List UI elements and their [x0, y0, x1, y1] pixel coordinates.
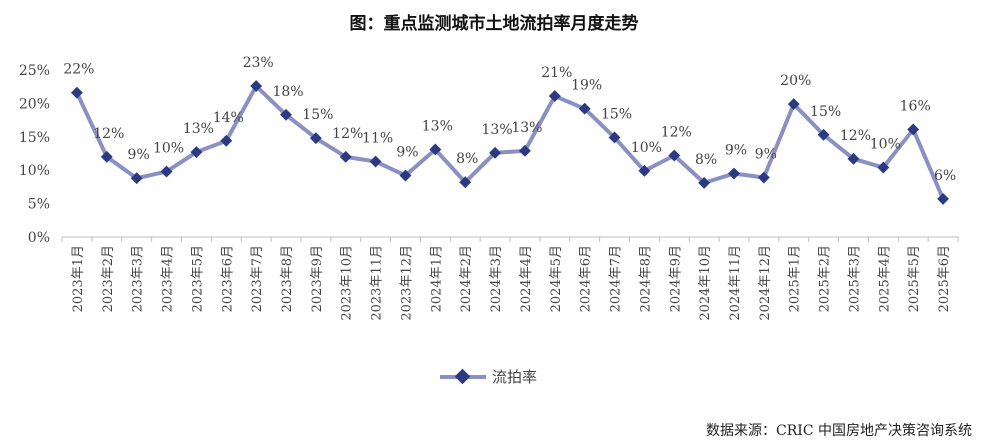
data-label: 20%: [780, 73, 811, 89]
series-line-path: [75, 84, 945, 200]
data-label: 6%: [934, 168, 956, 184]
x-tick-label: 2024年12月: [758, 245, 773, 321]
data-label: 13%: [183, 121, 214, 137]
x-tick-label: 2023年12月: [399, 245, 414, 321]
x-tick-label: 2023年1月: [71, 245, 86, 312]
data-label: 13%: [482, 122, 513, 138]
x-tick-label: 2023年10月: [340, 245, 355, 321]
data-label: 8%: [695, 152, 717, 168]
legend-swatch-icon: [440, 368, 486, 384]
data-point: [250, 80, 263, 92]
data-label: 13%: [511, 120, 542, 136]
data-label: 10%: [631, 140, 662, 156]
data-label: 12%: [661, 125, 692, 141]
y-tick-label: 20%: [19, 96, 50, 112]
x-tick-label: 2025年4月: [877, 245, 892, 312]
data-point: [638, 164, 651, 177]
data-point: [190, 146, 203, 159]
data-label: 10%: [870, 137, 901, 153]
legend-label: 流拍率: [492, 368, 538, 386]
data-label: 18%: [272, 84, 303, 100]
x-tick-label: 2025年6月: [937, 245, 952, 312]
data-point: [728, 167, 740, 180]
data-label: 23%: [243, 55, 274, 71]
x-tick-label: 2024年11月: [728, 245, 743, 321]
y-tick-label: 15%: [19, 130, 50, 146]
y-tick-label: 25%: [19, 63, 50, 79]
data-point: [698, 176, 711, 189]
data-point: [757, 171, 770, 184]
source-note: 数据来源：CRIC 中国房地产决策咨询系统: [706, 423, 972, 439]
x-tick-label: 2025年2月: [818, 245, 833, 312]
x-axis: 2023年1月 2023年2月 2023年3月 2023年4月 2023年5月 2023年…: [61, 236, 959, 321]
x-tick-label: 2024年3月: [489, 245, 504, 312]
data-label: 21%: [541, 65, 572, 81]
data-label: 12%: [93, 126, 124, 142]
data-label: 15%: [601, 106, 632, 122]
x-tick-label: 2024年2月: [459, 245, 474, 312]
x-tick-label: 2023年3月: [131, 245, 146, 312]
y-tick-label: 0%: [28, 230, 50, 246]
data-label: 14%: [213, 110, 244, 126]
data-label: 9%: [755, 147, 777, 163]
x-tick-label: 2023年4月: [161, 245, 176, 312]
x-tick-label: 2024年7月: [609, 245, 624, 312]
x-tick-label: 2024年4月: [519, 245, 534, 312]
data-label: 10%: [153, 141, 184, 157]
y-axis: 0% 5% 10% 15% 20% 25%: [19, 63, 50, 246]
data-label: 9%: [128, 147, 150, 163]
data-label: 15%: [302, 107, 333, 123]
data-point: [518, 144, 531, 157]
data-label: 16%: [900, 98, 931, 114]
x-tick-label: 2025年3月: [847, 245, 862, 312]
x-tick-label: 2024年8月: [638, 245, 653, 312]
data-label: 9%: [396, 145, 418, 161]
data-label: 22%: [63, 62, 94, 78]
series-line: [75, 84, 945, 200]
x-tick-label: 2024年9月: [668, 245, 683, 312]
x-tick-label: 2025年1月: [788, 245, 803, 312]
series-markers: [70, 80, 950, 205]
y-tick-label: 10%: [19, 163, 50, 179]
data-point: [70, 86, 83, 99]
x-tick-label: 2023年7月: [250, 245, 265, 312]
x-tick-label: 2024年6月: [579, 245, 594, 312]
data-label: 8%: [456, 151, 478, 167]
data-label: 12%: [332, 126, 363, 142]
x-tick-label: 2023年2月: [101, 245, 116, 312]
legend: 流拍率: [440, 366, 537, 387]
y-tick-label: 5%: [28, 197, 50, 213]
data-point: [220, 134, 233, 147]
data-point: [608, 131, 621, 144]
data-label: 19%: [571, 78, 602, 94]
data-point: [937, 192, 950, 205]
x-tick-label: 2023年11月: [370, 245, 385, 321]
chart-title: 图：重点监测城市土地流拍率月度走势: [349, 14, 639, 34]
data-labels: 22%12%9% 10%13%14%23%18%15%12%11%9%13%8%1…: [63, 55, 956, 184]
x-tick-label: 2024年10月: [698, 245, 713, 321]
data-label: 11%: [362, 131, 393, 147]
x-tick-label: 2023年8月: [280, 245, 295, 312]
data-point: [847, 152, 860, 165]
data-label: 9%: [725, 143, 747, 159]
x-tick-label: 2023年6月: [220, 245, 235, 312]
data-label: 13%: [422, 118, 453, 134]
x-tick-label: 2024年5月: [549, 245, 564, 312]
data-point: [668, 149, 681, 162]
data-label: 15%: [810, 104, 841, 120]
x-tick-label: 2025年5月: [907, 245, 922, 312]
x-tick-label: 2024年1月: [429, 245, 444, 312]
x-tick-label: 2023年5月: [190, 245, 205, 312]
x-tick-label: 2023年9月: [310, 245, 325, 312]
data-label: 12%: [840, 128, 871, 144]
